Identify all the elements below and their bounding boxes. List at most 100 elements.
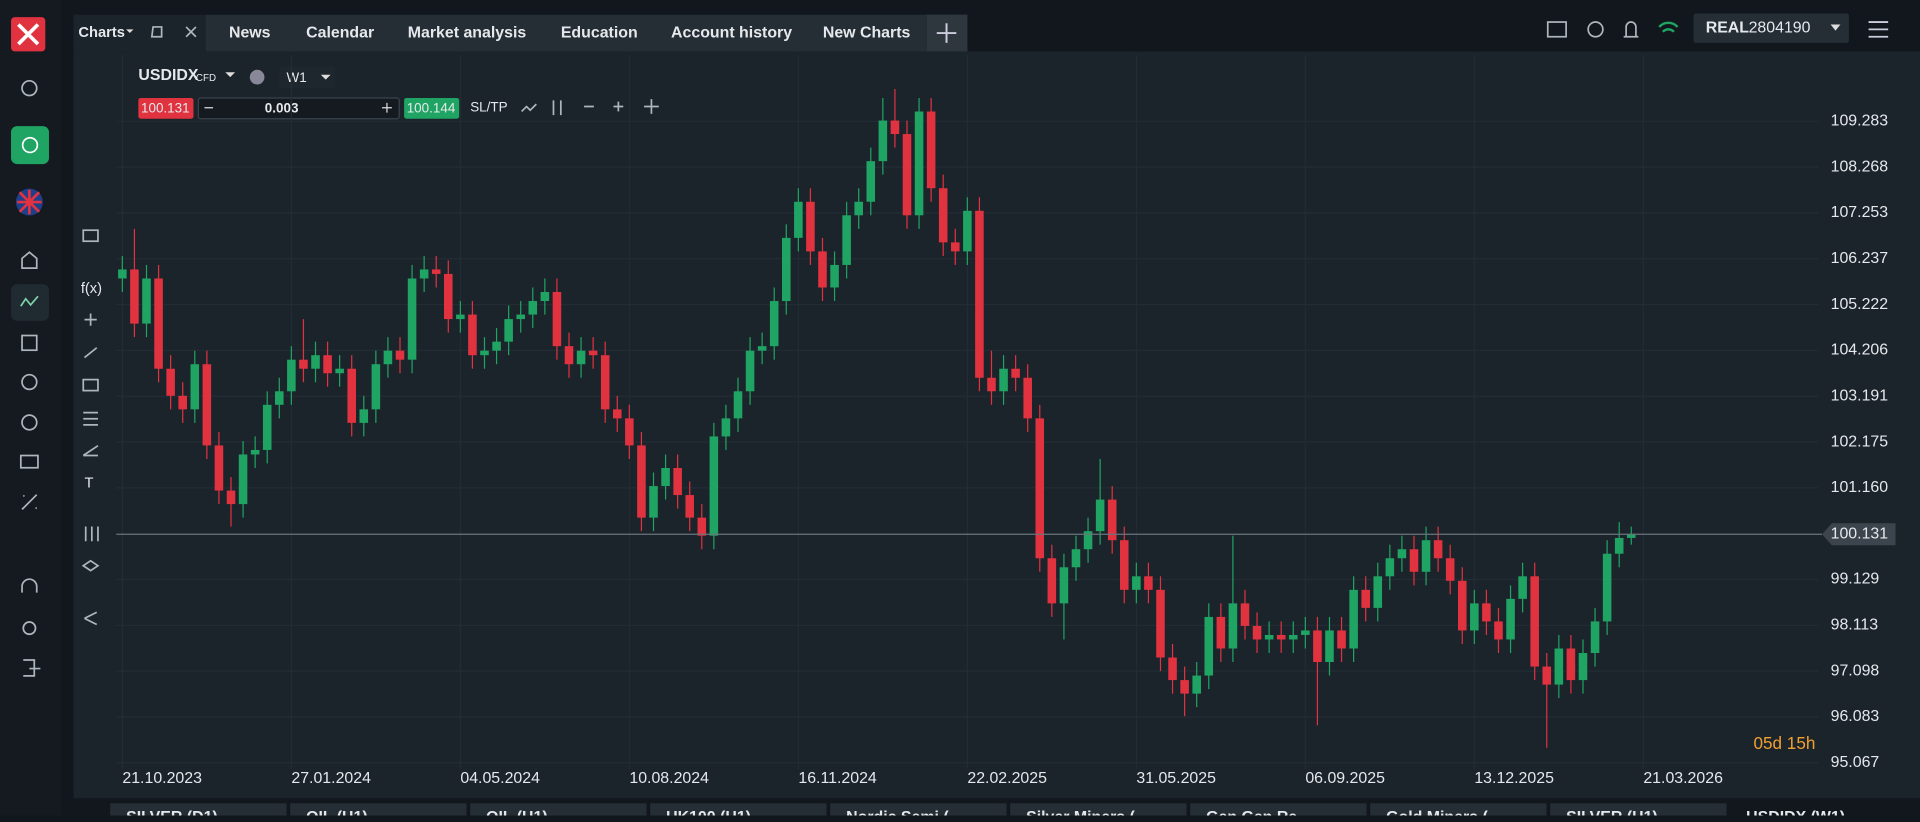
candle-body	[275, 391, 284, 405]
candle-body	[902, 134, 912, 216]
x-tick-label: 21.10.2023	[122, 770, 202, 787]
timeframe-box[interactable]	[279, 66, 336, 89]
plot	[116, 55, 1819, 769]
info[interactable]	[249, 69, 265, 85]
tab[interactable]: Market analysis	[408, 24, 527, 41]
candle-body	[238, 454, 248, 505]
candle-body	[950, 242, 960, 252]
y-tick-label: 101.160	[1831, 479, 1889, 496]
tab[interactable]: Education	[561, 24, 638, 41]
volume-box[interactable]	[197, 97, 400, 120]
tab[interactable]: New Charts	[823, 24, 911, 41]
icon-home[interactable]	[21, 251, 38, 270]
candle-body	[1083, 531, 1093, 550]
y-tick-label: 97.098	[1831, 662, 1880, 679]
symbol-type: CFD	[196, 73, 216, 84]
sltp[interactable]: SL/TP	[470, 99, 507, 114]
tab[interactable]: Charts	[78, 25, 125, 41]
candle-body	[1385, 558, 1395, 577]
candle-body	[1554, 648, 1564, 685]
icon-percent[interactable]	[21, 494, 38, 510]
icon-money[interactable]	[21, 414, 38, 431]
tab[interactable]: News	[229, 24, 271, 41]
candle-body	[1445, 558, 1455, 581]
candle-body	[866, 161, 876, 202]
candle-body	[1590, 621, 1600, 654]
symbol[interactable]: USDIDX	[138, 67, 198, 84]
candle-body	[1156, 589, 1165, 658]
x-tick-label: 21.03.2026	[1643, 770, 1723, 787]
candle-body	[1409, 549, 1419, 572]
candle-body	[842, 215, 851, 265]
current-price-box	[1822, 523, 1896, 546]
tab-active[interactable]	[73, 14, 206, 52]
icon-charts-active[interactable]	[11, 284, 49, 321]
candle-body	[1482, 603, 1491, 622]
candle-body	[1373, 576, 1383, 608]
icon-savings[interactable]	[21, 373, 38, 391]
candle-body	[1144, 576, 1153, 590]
icon-support[interactable]	[21, 578, 38, 593]
icon-bell[interactable]	[1623, 21, 1639, 38]
tool-rect[interactable]	[82, 378, 99, 392]
candle-body	[419, 269, 429, 279]
x-tick-label: 16.11.2024	[798, 770, 877, 787]
candle-body	[854, 201, 863, 216]
icon-logout[interactable]	[23, 659, 41, 677]
candle-body	[528, 301, 538, 315]
menu[interactable]	[1868, 21, 1889, 38]
candle-body	[938, 188, 948, 243]
icon-funds[interactable]	[11, 126, 49, 165]
candle-body	[1011, 368, 1020, 378]
candle-body	[1614, 537, 1624, 554]
candle-body	[202, 364, 212, 446]
candle-body	[757, 346, 767, 351]
tool-fx[interactable]: f(x)	[81, 281, 102, 297]
candle-body	[914, 111, 924, 216]
account-box[interactable]	[1693, 13, 1849, 43]
tab[interactable]: Calendar	[306, 24, 374, 41]
icon-layout[interactable]	[1546, 21, 1567, 38]
tool-cross[interactable]	[84, 313, 97, 326]
y-tick-label: 95.067	[1831, 754, 1880, 771]
candle-body	[830, 264, 839, 288]
candle-body	[1433, 540, 1443, 559]
chart-tools[interactable]	[521, 99, 659, 116]
icon-exchange[interactable]	[1587, 21, 1604, 38]
candle-body	[625, 418, 634, 446]
icon-settings[interactable]	[22, 621, 37, 636]
candle-body	[407, 278, 417, 360]
tool-indicators[interactable]	[84, 526, 99, 542]
icon-deposit[interactable]	[21, 79, 38, 97]
candle-body	[540, 292, 550, 302]
candle-body	[1578, 653, 1588, 681]
volume-steppers[interactable]	[204, 102, 392, 113]
candle-body	[250, 449, 260, 455]
candle-body	[443, 273, 453, 320]
x-tick-label: 13.12.2025	[1474, 770, 1554, 787]
candle-body	[1119, 540, 1129, 590]
candle-body	[142, 278, 151, 324]
candle-body	[1506, 598, 1515, 640]
tool-share[interactable]	[84, 611, 98, 626]
tool-fib[interactable]	[83, 411, 98, 426]
candle-body	[371, 364, 381, 410]
candle-body	[1470, 603, 1479, 631]
candle-body	[1047, 558, 1057, 604]
icon-news[interactable]	[21, 334, 38, 352]
tab-controls[interactable]	[150, 26, 197, 38]
buy-button[interactable]	[404, 97, 460, 119]
tool-fan[interactable]	[82, 445, 99, 457]
tool-line[interactable]	[83, 347, 98, 359]
tool-screen[interactable]	[82, 229, 99, 243]
icon-card[interactable]	[19, 454, 39, 469]
candle-body	[794, 201, 803, 238]
tab[interactable]: Account history	[671, 24, 792, 41]
sell-button[interactable]	[138, 97, 194, 119]
y-tick-label: 107.253	[1831, 204, 1889, 221]
candle-body	[154, 278, 163, 369]
tool-text[interactable]: T	[84, 476, 93, 492]
tool-layers[interactable]	[81, 559, 100, 572]
candle-body	[890, 120, 900, 135]
candle-body	[456, 314, 465, 320]
